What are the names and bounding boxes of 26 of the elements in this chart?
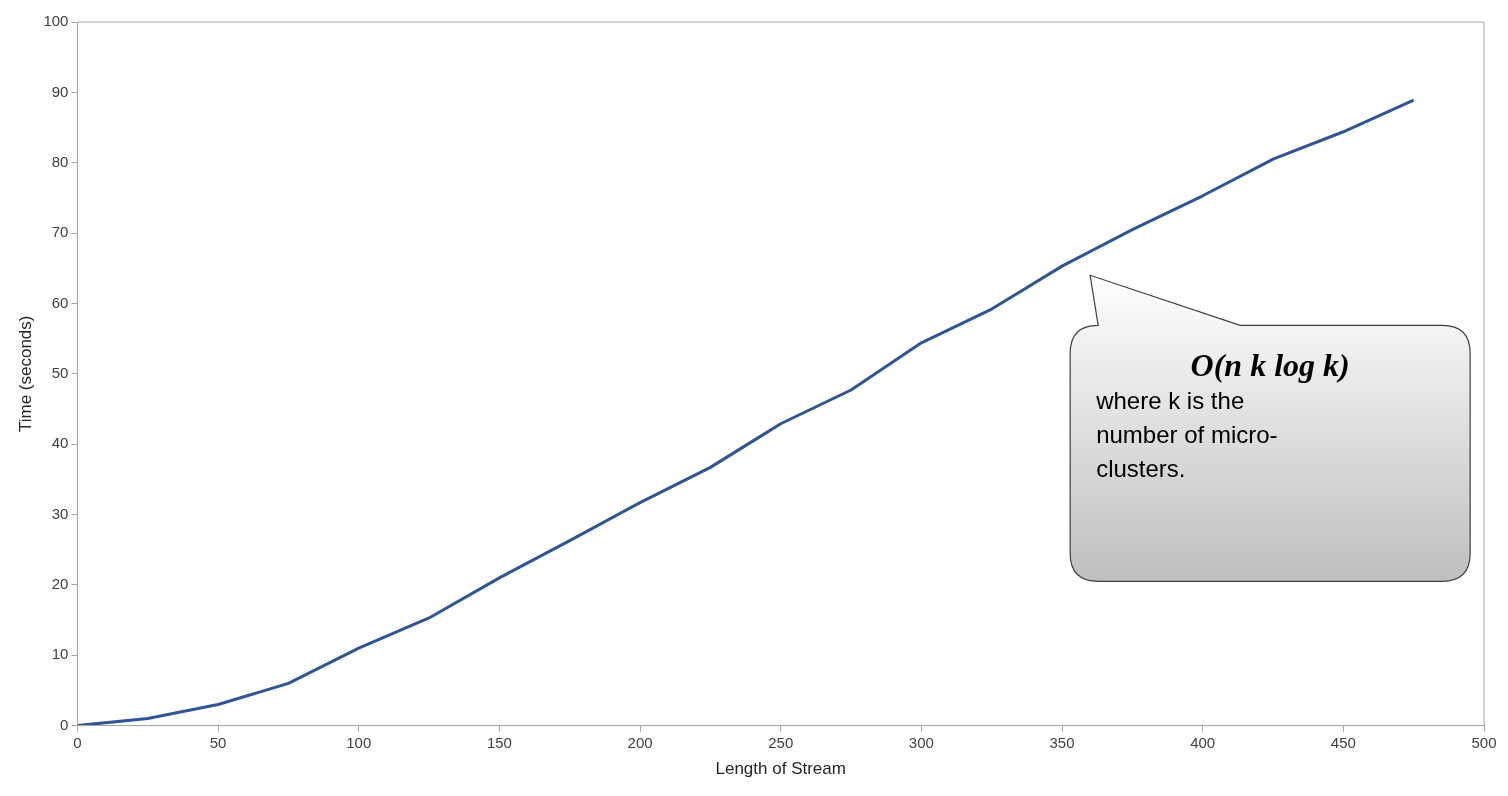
x-tick-label: 0 [73,733,82,751]
y-tick-label: 80 [51,152,69,170]
x-tick-label: 500 [1471,733,1497,751]
y-tick-label: 60 [51,293,69,311]
x-tick-label: 200 [627,733,653,751]
x-tick-label: 100 [346,733,372,751]
y-tick-label: 20 [51,575,69,593]
y-tick-label: 30 [51,504,69,522]
y-tick-label: 0 [60,715,69,733]
y-tick-label: 100 [43,12,69,30]
x-tick-label: 450 [1330,733,1356,751]
x-tick-label: 50 [209,733,227,751]
x-axis-title: Length of Stream [715,759,846,779]
annotation: where k is the number of micro-clusters. [1096,386,1279,485]
x-tick-label: 150 [486,733,512,751]
y-tick-label: 50 [51,363,69,381]
annotation: O(n k log k) [1189,347,1351,385]
x-tick-label: 250 [768,733,794,751]
y-tick-label: 40 [51,434,69,452]
x-tick-label: 350 [1049,733,1075,751]
y-tick-label: 70 [51,223,69,241]
y-tick-label: 10 [51,645,69,663]
x-tick-label: 300 [908,733,934,751]
y-axis-title: Time (seconds) [15,315,35,433]
x-tick-label: 400 [1190,733,1216,751]
y-tick-label: 90 [51,82,69,100]
